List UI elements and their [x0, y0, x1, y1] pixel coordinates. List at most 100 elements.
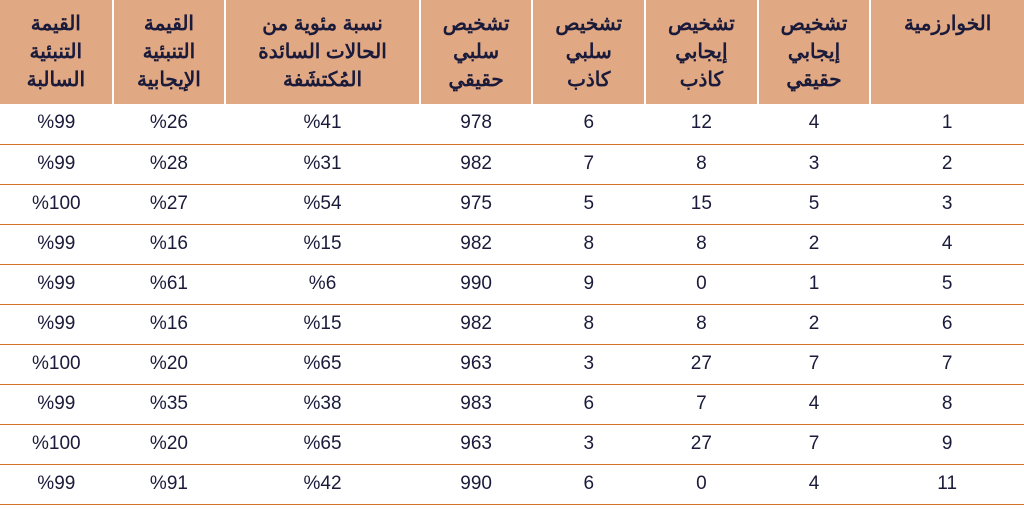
table-row: %99%26%4197861241: [0, 104, 1024, 144]
col-header-pct: نسبة مئوية من الحالات السائدة المُكتشَفة: [225, 0, 420, 104]
cell-tp: 2: [758, 224, 871, 264]
cell-npv: %100: [0, 184, 113, 224]
cell-tp: 3: [758, 144, 871, 184]
table-row: %99%91%4299060411: [0, 464, 1024, 504]
table-row: %99%16%159828824: [0, 224, 1024, 264]
cell-tn: 978: [420, 104, 533, 144]
table-row: %99%61%69909015: [0, 264, 1024, 304]
col-header-fn: تشخيص سلبي كاذب: [532, 0, 645, 104]
cell-fp: 8: [645, 144, 758, 184]
table-row: %99%16%159828826: [0, 304, 1024, 344]
cell-npv: %100: [0, 424, 113, 464]
col-header-fp: تشخيص إيجابي كاذب: [645, 0, 758, 104]
cell-npv: %99: [0, 384, 113, 424]
cell-tn: 982: [420, 224, 533, 264]
cell-pct: %54: [225, 184, 420, 224]
cell-ppv: %27: [113, 184, 226, 224]
cell-alg: 9: [870, 424, 1024, 464]
cell-tn: 983: [420, 384, 533, 424]
cell-npv: %99: [0, 304, 113, 344]
cell-pct: %65: [225, 344, 420, 384]
cell-ppv: %16: [113, 304, 226, 344]
cell-fp: 7: [645, 384, 758, 424]
cell-fn: 7: [532, 144, 645, 184]
table-row: %99%28%319827832: [0, 144, 1024, 184]
cell-pct: %41: [225, 104, 420, 144]
table-row: %100%20%6596332777: [0, 344, 1024, 384]
cell-alg: 4: [870, 224, 1024, 264]
cell-npv: %99: [0, 464, 113, 504]
cell-npv: %99: [0, 144, 113, 184]
table-row: %100%27%5497551553: [0, 184, 1024, 224]
cell-pct: %42: [225, 464, 420, 504]
col-header-alg: الخوارزمية: [870, 0, 1024, 104]
cell-fn: 6: [532, 104, 645, 144]
cell-pct: %15: [225, 304, 420, 344]
cell-fn: 9: [532, 264, 645, 304]
cell-fp: 12: [645, 104, 758, 144]
cell-tp: 4: [758, 464, 871, 504]
cell-tp: 5: [758, 184, 871, 224]
cell-npv: %99: [0, 104, 113, 144]
cell-fp: 8: [645, 224, 758, 264]
cell-tp: 7: [758, 424, 871, 464]
cell-alg: 7: [870, 344, 1024, 384]
cell-pct: %65: [225, 424, 420, 464]
algorithm-metrics-table: القيمة التنبئية السالبة القيمة التنبئية …: [0, 0, 1024, 505]
cell-npv: %99: [0, 264, 113, 304]
cell-alg: 11: [870, 464, 1024, 504]
cell-tp: 4: [758, 104, 871, 144]
cell-pct: %31: [225, 144, 420, 184]
cell-tn: 982: [420, 144, 533, 184]
cell-tp: 7: [758, 344, 871, 384]
cell-tp: 4: [758, 384, 871, 424]
cell-fn: 3: [532, 344, 645, 384]
cell-fn: 8: [532, 224, 645, 264]
cell-fn: 3: [532, 424, 645, 464]
cell-fp: 8: [645, 304, 758, 344]
cell-fp: 27: [645, 344, 758, 384]
cell-ppv: %28: [113, 144, 226, 184]
table-header-row: القيمة التنبئية السالبة القيمة التنبئية …: [0, 0, 1024, 104]
cell-ppv: %91: [113, 464, 226, 504]
col-header-tp: تشخيص إيجابي حقيقي: [758, 0, 871, 104]
table-row: %100%20%6596332779: [0, 424, 1024, 464]
table-row: %99%35%389836748: [0, 384, 1024, 424]
cell-fp: 0: [645, 264, 758, 304]
cell-pct: %38: [225, 384, 420, 424]
col-header-tn: تشخيص سلبي حقيقي: [420, 0, 533, 104]
cell-tn: 982: [420, 304, 533, 344]
cell-tp: 1: [758, 264, 871, 304]
cell-tn: 990: [420, 264, 533, 304]
cell-pct: %6: [225, 264, 420, 304]
cell-tp: 2: [758, 304, 871, 344]
cell-ppv: %20: [113, 424, 226, 464]
cell-fn: 8: [532, 304, 645, 344]
cell-pct: %15: [225, 224, 420, 264]
cell-npv: %99: [0, 224, 113, 264]
cell-alg: 5: [870, 264, 1024, 304]
cell-fp: 0: [645, 464, 758, 504]
cell-npv: %100: [0, 344, 113, 384]
col-header-npv: القيمة التنبئية السالبة: [0, 0, 113, 104]
cell-alg: 6: [870, 304, 1024, 344]
algorithm-metrics-table-container: القيمة التنبئية السالبة القيمة التنبئية …: [0, 0, 1024, 509]
cell-alg: 3: [870, 184, 1024, 224]
cell-ppv: %61: [113, 264, 226, 304]
cell-ppv: %35: [113, 384, 226, 424]
table-body: %99%26%4197861241%99%28%319827832%100%27…: [0, 104, 1024, 504]
cell-tn: 963: [420, 424, 533, 464]
col-header-ppv: القيمة التنبئية الإيجابية: [113, 0, 226, 104]
cell-fp: 27: [645, 424, 758, 464]
cell-ppv: %16: [113, 224, 226, 264]
cell-alg: 1: [870, 104, 1024, 144]
cell-tn: 963: [420, 344, 533, 384]
cell-fn: 5: [532, 184, 645, 224]
cell-ppv: %20: [113, 344, 226, 384]
cell-ppv: %26: [113, 104, 226, 144]
cell-tn: 975: [420, 184, 533, 224]
cell-fn: 6: [532, 384, 645, 424]
cell-alg: 8: [870, 384, 1024, 424]
table-header: القيمة التنبئية السالبة القيمة التنبئية …: [0, 0, 1024, 104]
cell-alg: 2: [870, 144, 1024, 184]
